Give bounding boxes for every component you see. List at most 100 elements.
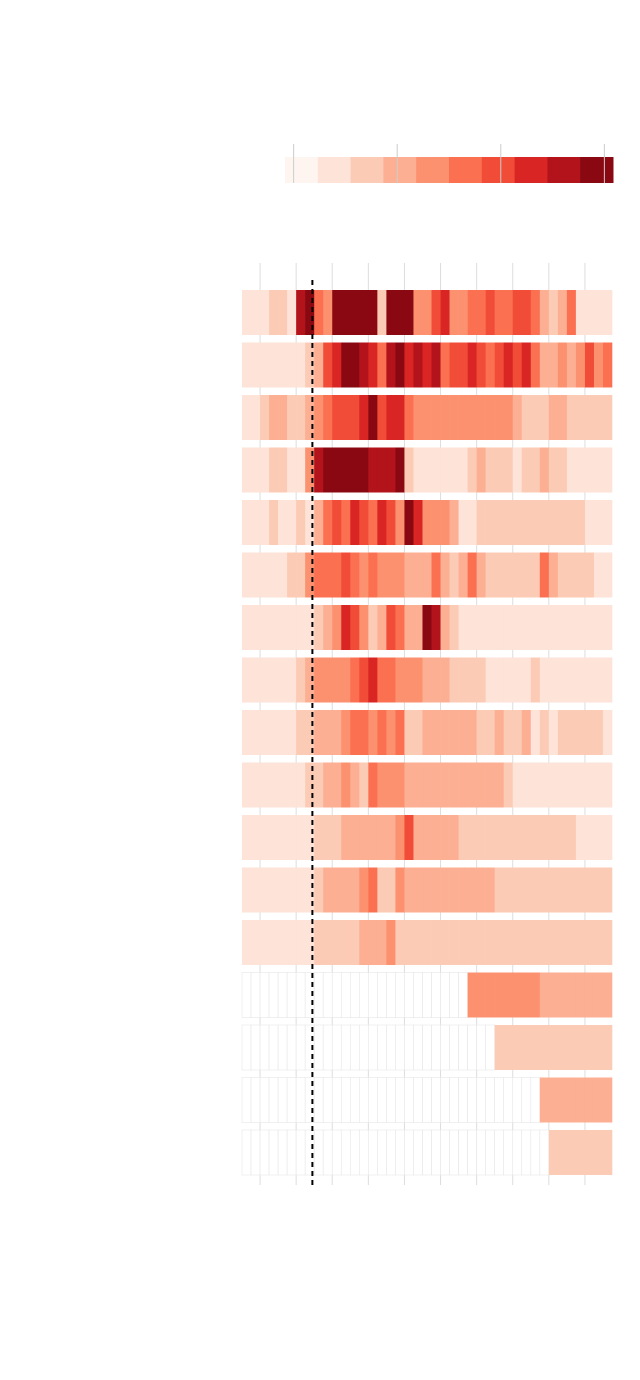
empty-cell bbox=[422, 1129, 432, 1176]
heat-cell bbox=[251, 342, 261, 388]
heat-cell bbox=[593, 1130, 604, 1175]
heat-cell bbox=[395, 867, 405, 913]
empty-cell bbox=[368, 1129, 378, 1176]
heat-cell bbox=[584, 920, 595, 965]
empty-cell bbox=[295, 1129, 306, 1176]
heat-cell bbox=[314, 290, 324, 335]
heat-cell bbox=[476, 762, 486, 808]
heat-cell bbox=[431, 815, 441, 860]
heat-cell bbox=[260, 867, 270, 913]
heat-cell bbox=[467, 920, 477, 965]
heat-cell bbox=[566, 290, 577, 335]
heat-cell bbox=[602, 815, 613, 860]
heat-cell bbox=[467, 867, 477, 913]
heat-cell bbox=[503, 972, 514, 1018]
heat-cell bbox=[494, 815, 505, 860]
heat-cell bbox=[386, 447, 396, 493]
heat-cell bbox=[350, 815, 360, 860]
heat-cell bbox=[449, 447, 459, 493]
heat-cell bbox=[305, 710, 315, 755]
heat-cell bbox=[512, 552, 523, 598]
heat-cell bbox=[395, 395, 405, 440]
heat-cell bbox=[350, 605, 360, 650]
heat-cell bbox=[431, 395, 441, 440]
heat-cell bbox=[440, 920, 450, 965]
empty-cell bbox=[322, 1129, 333, 1176]
empty-cell bbox=[322, 972, 333, 1018]
heat-cell bbox=[278, 552, 288, 598]
heat-cell bbox=[350, 342, 360, 388]
heat-cell bbox=[503, 1025, 514, 1070]
heat-cell bbox=[476, 920, 486, 965]
heat-cell bbox=[269, 710, 279, 755]
heat-cell bbox=[251, 657, 261, 703]
heat-cell bbox=[377, 395, 387, 440]
empty-cell bbox=[440, 972, 450, 1018]
heat-cell bbox=[503, 867, 514, 913]
heat-cell bbox=[278, 657, 288, 703]
empty-cell bbox=[386, 1077, 396, 1123]
empty-cell bbox=[286, 1129, 297, 1176]
heat-cell bbox=[512, 972, 523, 1018]
heat-cell bbox=[530, 867, 541, 913]
heat-cell bbox=[593, 342, 604, 388]
heat-cell bbox=[422, 290, 432, 335]
heat-cell bbox=[404, 710, 414, 755]
heat-cell bbox=[269, 920, 279, 965]
empty-cell bbox=[521, 1077, 532, 1123]
empty-cell bbox=[431, 1129, 441, 1176]
heat-cell bbox=[431, 762, 441, 808]
heat-cell bbox=[485, 447, 495, 493]
empty-cell bbox=[404, 1077, 414, 1123]
heat-cell bbox=[260, 500, 270, 545]
heat-cell bbox=[251, 815, 261, 860]
heat-cell bbox=[476, 815, 486, 860]
heat-cell bbox=[467, 657, 477, 703]
heat-cell bbox=[404, 815, 414, 860]
heat-cell bbox=[467, 500, 477, 545]
heat-cell bbox=[386, 552, 396, 598]
heat-cell bbox=[332, 342, 342, 388]
heat-cell bbox=[557, 972, 568, 1018]
heat-cell bbox=[503, 500, 514, 545]
heat-cell bbox=[602, 342, 613, 388]
heat-cell bbox=[368, 500, 378, 545]
heat-cell bbox=[494, 762, 505, 808]
heat-cell bbox=[341, 290, 351, 335]
heat-cell bbox=[422, 867, 432, 913]
heat-cell bbox=[386, 710, 396, 755]
heat-cell bbox=[242, 867, 252, 913]
heat-cell bbox=[341, 342, 351, 388]
heat-cell bbox=[269, 342, 279, 388]
heat-cell bbox=[395, 605, 405, 650]
heat-cell bbox=[602, 552, 613, 598]
heat-cell bbox=[530, 1025, 541, 1070]
empty-cell bbox=[467, 1129, 477, 1176]
heat-cell bbox=[539, 762, 550, 808]
heat-cell bbox=[341, 762, 351, 808]
heat-cell bbox=[521, 762, 532, 808]
heat-cell bbox=[440, 395, 450, 440]
heat-cell bbox=[548, 1130, 559, 1175]
heat-cell bbox=[278, 395, 288, 440]
heat-cell bbox=[287, 500, 297, 545]
heat-cell bbox=[575, 552, 586, 598]
heat-cell bbox=[530, 342, 541, 388]
heat-cell bbox=[314, 920, 324, 965]
heat-cell bbox=[404, 762, 414, 808]
empty-cell bbox=[268, 1129, 279, 1176]
heat-cell bbox=[449, 920, 459, 965]
empty-cell bbox=[368, 1077, 378, 1123]
heat-cell bbox=[584, 762, 595, 808]
heat-cell bbox=[341, 867, 351, 913]
heat-cell bbox=[602, 447, 613, 493]
empty-cell bbox=[521, 1129, 532, 1176]
empty-cell bbox=[241, 972, 252, 1018]
heat-cell bbox=[521, 972, 532, 1018]
empty-cell bbox=[440, 1024, 450, 1071]
heat-cell bbox=[404, 500, 414, 545]
empty-cell bbox=[322, 1024, 333, 1071]
empty-cell bbox=[241, 1024, 252, 1071]
heat-cell bbox=[584, 447, 595, 493]
heat-cell bbox=[323, 710, 333, 755]
